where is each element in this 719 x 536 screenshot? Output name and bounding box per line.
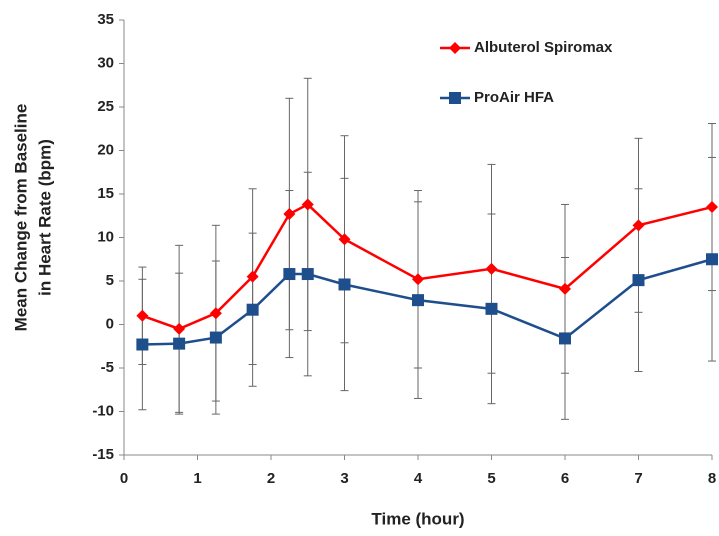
series-line	[141, 202, 713, 331]
x-tick-label: 7	[634, 470, 642, 487]
x-axis-title: Time (hour)	[371, 509, 464, 528]
point	[485, 302, 498, 315]
point	[559, 282, 571, 295]
point	[173, 322, 186, 335]
y-tick-label: -5	[101, 359, 114, 376]
legend-marker	[449, 42, 461, 54]
point	[632, 219, 645, 232]
legend-label: ProAir HFA	[474, 89, 554, 106]
point	[301, 198, 314, 211]
y-tick-label: 35	[97, 11, 114, 28]
y-axis-title: Mean Change from Baseline	[11, 104, 30, 332]
legend-marker	[449, 92, 461, 104]
point	[559, 332, 571, 345]
x-tick-label: 8	[708, 470, 716, 487]
point	[338, 233, 351, 246]
point	[246, 270, 259, 283]
point	[209, 331, 222, 344]
point	[136, 338, 149, 351]
y-tick-label: 20	[97, 141, 114, 158]
y-axis-title: in Heart Rate (bpm)	[35, 139, 54, 296]
y-tick-label: 15	[97, 185, 114, 202]
point	[283, 208, 296, 221]
series-line	[142, 258, 713, 346]
y-tick-label: -10	[92, 402, 114, 419]
y-tick-label: -15	[92, 446, 114, 463]
x-tick-label: 1	[193, 470, 201, 487]
point	[338, 278, 351, 291]
x-tick-label: 2	[267, 470, 275, 487]
point	[283, 268, 296, 281]
x-tick-label: 6	[561, 470, 569, 487]
point	[301, 268, 314, 281]
point	[412, 273, 424, 286]
point	[136, 309, 149, 322]
point	[173, 337, 186, 350]
point	[632, 274, 645, 287]
point	[706, 201, 718, 214]
y-tick-label: 25	[97, 98, 114, 115]
legend-label: Albuterol Spiromax	[474, 39, 613, 56]
point	[706, 253, 718, 266]
point	[246, 303, 259, 316]
x-tick-label: 4	[414, 470, 423, 487]
point	[209, 307, 222, 320]
y-tick-label: 0	[106, 315, 114, 332]
x-tick-label: 0	[120, 470, 128, 487]
x-tick-label: 5	[487, 470, 495, 487]
point	[485, 262, 498, 275]
x-tick-label: 3	[340, 470, 348, 487]
y-tick-label: 30	[97, 54, 114, 71]
point	[412, 294, 424, 307]
y-tick-label: 10	[97, 228, 114, 245]
y-tick-label: 5	[106, 272, 114, 289]
